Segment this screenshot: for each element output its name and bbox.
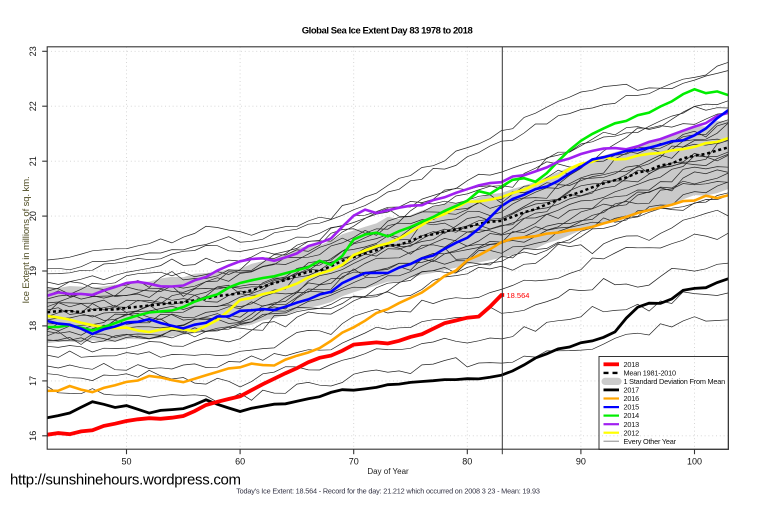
svg-text:19: 19	[28, 266, 38, 276]
svg-text:2016: 2016	[624, 394, 640, 403]
svg-text:16: 16	[28, 431, 38, 441]
svg-text:2012: 2012	[624, 428, 640, 437]
svg-text:2013: 2013	[624, 420, 640, 429]
svg-text:2017: 2017	[624, 386, 640, 395]
svg-text:21: 21	[28, 156, 38, 166]
svg-text:Mean 1981-2010: Mean 1981-2010	[624, 369, 677, 378]
svg-text:22: 22	[28, 101, 38, 111]
svg-text:80: 80	[462, 457, 472, 467]
svg-text:Global Sea Ice Extent Day 83 1: Global Sea Ice Extent Day 83 1978 to 201…	[302, 26, 473, 37]
svg-text:18.564: 18.564	[507, 291, 530, 300]
svg-text:Every Other Year: Every Other Year	[624, 437, 677, 446]
svg-text:23: 23	[28, 46, 38, 56]
svg-text:100: 100	[687, 457, 702, 467]
svg-text:Today's Ice Extent: 18.564 -: Today's Ice Extent: 18.564 - Record for …	[236, 487, 540, 496]
svg-text:70: 70	[349, 457, 359, 467]
svg-text:2014: 2014	[624, 411, 640, 420]
svg-text:2018: 2018	[624, 360, 640, 369]
svg-text:20: 20	[28, 211, 38, 221]
svg-text:90: 90	[576, 457, 586, 467]
svg-text:18: 18	[28, 321, 38, 331]
svg-text:17: 17	[28, 376, 38, 386]
svg-text:60: 60	[235, 457, 245, 467]
svg-text:http://sunshinehours.wordpress: http://sunshinehours.wordpress.com	[10, 472, 241, 489]
svg-text:2015: 2015	[624, 403, 640, 412]
svg-text:Ice Extent in millions of sq.: Ice Extent in millions of sq. km.	[21, 176, 32, 303]
svg-text:Day of Year: Day of Year	[367, 467, 409, 476]
svg-text:50: 50	[121, 457, 131, 467]
svg-text:1 Standard Deviation From Mean: 1 Standard Deviation From Mean	[624, 377, 726, 386]
